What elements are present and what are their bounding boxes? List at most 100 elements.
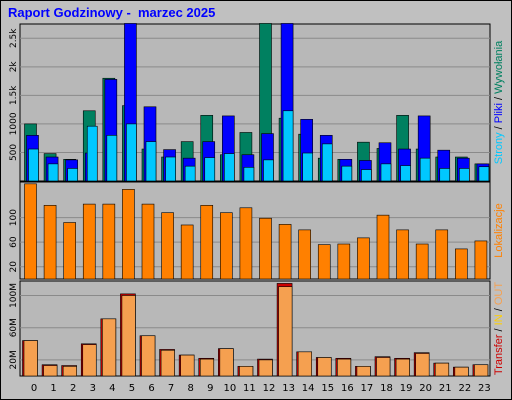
transfer-bar-out (278, 286, 293, 377)
side-label-segment: Transfer (493, 334, 505, 375)
hits-tick-label: 1000 (9, 112, 19, 135)
hour-label: 3 (90, 383, 96, 394)
transfer-bar-out (356, 366, 371, 377)
hits-bar-strony (243, 166, 255, 182)
transfer-bar-out (180, 354, 195, 377)
hits-tick-label: 1.5k (9, 85, 19, 105)
transfer-bar-out (337, 358, 352, 377)
transfer-bar-out (434, 362, 450, 377)
hour-label: 10 (223, 383, 236, 394)
visits-bar-lokalizacje (337, 243, 351, 280)
hits-bar-strony (419, 157, 431, 182)
hour-label: 9 (207, 383, 213, 394)
hits-bar-strony (263, 159, 274, 182)
hour-label: 8 (187, 383, 193, 394)
visits-bar-lokalizacje (82, 203, 96, 280)
side-label-segment: IN (493, 314, 505, 325)
hour-label: 22 (458, 383, 471, 394)
hits-bar-strony (28, 148, 39, 182)
hour-label: 20 (419, 383, 432, 394)
visits-bar-lokalizacje (376, 214, 390, 280)
transfer-tick-label: 20M (9, 350, 19, 369)
hour-label: 23 (478, 383, 491, 394)
side-label-segment: Lokalizacje (493, 203, 505, 257)
hits-bar-strony (459, 168, 470, 182)
transfer-bar-out (219, 348, 234, 377)
hour-label: 13 (282, 383, 295, 394)
transfer-tick-label: 60M (9, 318, 19, 337)
visits-bar-lokalizacje (200, 205, 214, 280)
transfer-bar-out (121, 295, 136, 377)
visits-bar-lokalizacje (239, 207, 253, 280)
hits-bar-strony (106, 135, 118, 182)
hits-side-label: Strony / Pliki / Wywołania (493, 40, 505, 164)
hour-label: 16 (341, 383, 354, 394)
visits-bar-lokalizacje (455, 248, 468, 280)
transfer-bar-out (141, 335, 156, 377)
visits-bar-lokalizacje (122, 189, 135, 280)
visits-bar-lokalizacje (435, 229, 449, 280)
visits-bar-lokalizacje (102, 203, 116, 280)
hits-bar-strony (204, 157, 216, 182)
hour-label: 7 (168, 383, 174, 394)
hits-bar-strony (361, 169, 372, 182)
visits-tick-label: 60 (9, 236, 19, 248)
hits-bar-strony (184, 165, 196, 182)
hour-label: 12 (263, 383, 276, 394)
hour-label: 18 (380, 383, 393, 394)
side-label-segment: Pliki (493, 103, 505, 123)
hits-tick-label: 2.5k (9, 28, 19, 48)
hits-bar-strony (341, 165, 353, 182)
side-label-segment: / (493, 305, 505, 314)
hits-bar-strony (165, 156, 176, 182)
transfer-tick-label: 100M (9, 283, 19, 308)
hits-bar-strony (478, 166, 490, 182)
side-label-segment: OUT (493, 282, 505, 306)
transfer-bar-out (454, 366, 469, 377)
hour-label: 4 (109, 383, 115, 394)
hits-bar-strony (224, 153, 235, 182)
side-label-segment: / (493, 123, 505, 132)
transfer-bar-out (376, 357, 391, 377)
visits-bar-lokalizacje (180, 224, 194, 280)
visits-bar-lokalizacje (357, 237, 370, 280)
hits-bar-strony (145, 141, 157, 182)
hits-tick-label: 500 (9, 144, 19, 161)
transfer-bar-out (239, 366, 254, 377)
visits-panel (19, 181, 491, 280)
visits-bar-lokalizacje (220, 212, 233, 280)
visits-bar-lokalizacje (298, 229, 311, 280)
visits-bar-lokalizacje (278, 224, 292, 280)
hits-bar-strony (380, 163, 392, 182)
hits-bar-strony (126, 123, 137, 182)
visits-bar-lokalizacje (141, 203, 155, 280)
hits-bar-strony (282, 110, 294, 182)
transfer-side-label: Transfer / IN / OUT (493, 282, 505, 375)
hour-label: 11 (243, 383, 256, 394)
hour-label: 0 (31, 383, 37, 394)
transfer-bar-out (415, 353, 430, 377)
hour-label: 15 (321, 383, 334, 394)
hour-label: 19 (400, 383, 413, 394)
hour-label: 17 (361, 383, 374, 394)
hour-label: 1 (50, 383, 56, 394)
transfer-bar-out (258, 359, 273, 377)
visits-bar-lokalizacje (43, 205, 57, 280)
visits-bar-lokalizacje (259, 217, 272, 280)
visits-bar-lokalizacje (474, 240, 488, 280)
page-title: Raport Godzinowy - marzec 2025 (8, 5, 216, 20)
visits-bar-lokalizacje (317, 244, 331, 280)
side-label-segment: / (493, 94, 505, 103)
hour-label: 2 (70, 383, 76, 394)
hits-bar-strony (302, 152, 313, 182)
hits-bar-strony (321, 143, 333, 182)
visits-bar-lokalizacje (415, 243, 429, 280)
hour-label: 14 (302, 383, 315, 394)
side-label-segment: / (493, 325, 505, 334)
transfer-bar-out (160, 349, 175, 377)
visits-side-label: Lokalizacje (493, 203, 505, 257)
visits-bar-lokalizacje (161, 212, 174, 280)
hits-bar-strony (47, 163, 59, 182)
transfer-bar-out (23, 340, 38, 377)
